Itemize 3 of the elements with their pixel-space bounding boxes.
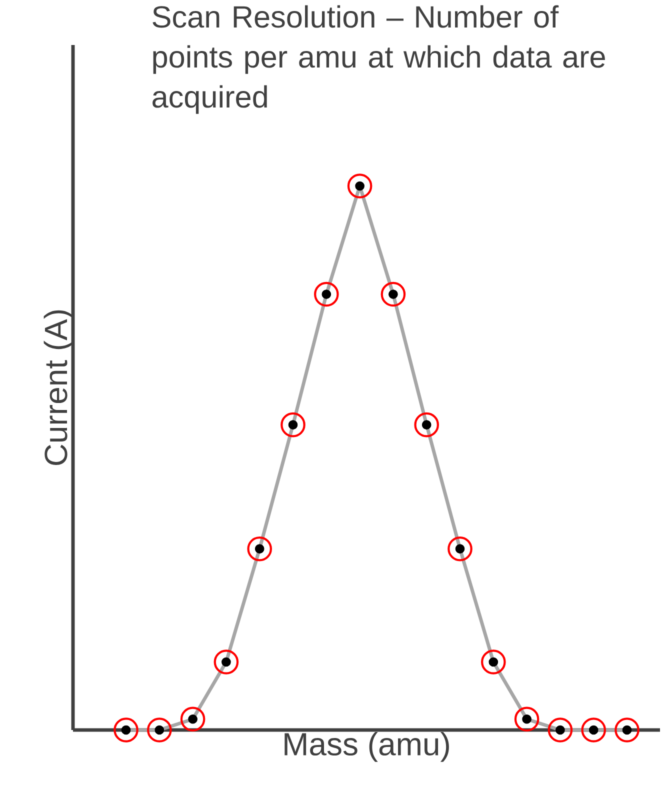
y-axis-title: Current (A): [44, 310, 74, 465]
x-axis-title: Mass (amu): [284, 732, 449, 762]
chart-title: Scan Resolution – Number of points per amu at which data are acquired: [152, 5, 605, 114]
